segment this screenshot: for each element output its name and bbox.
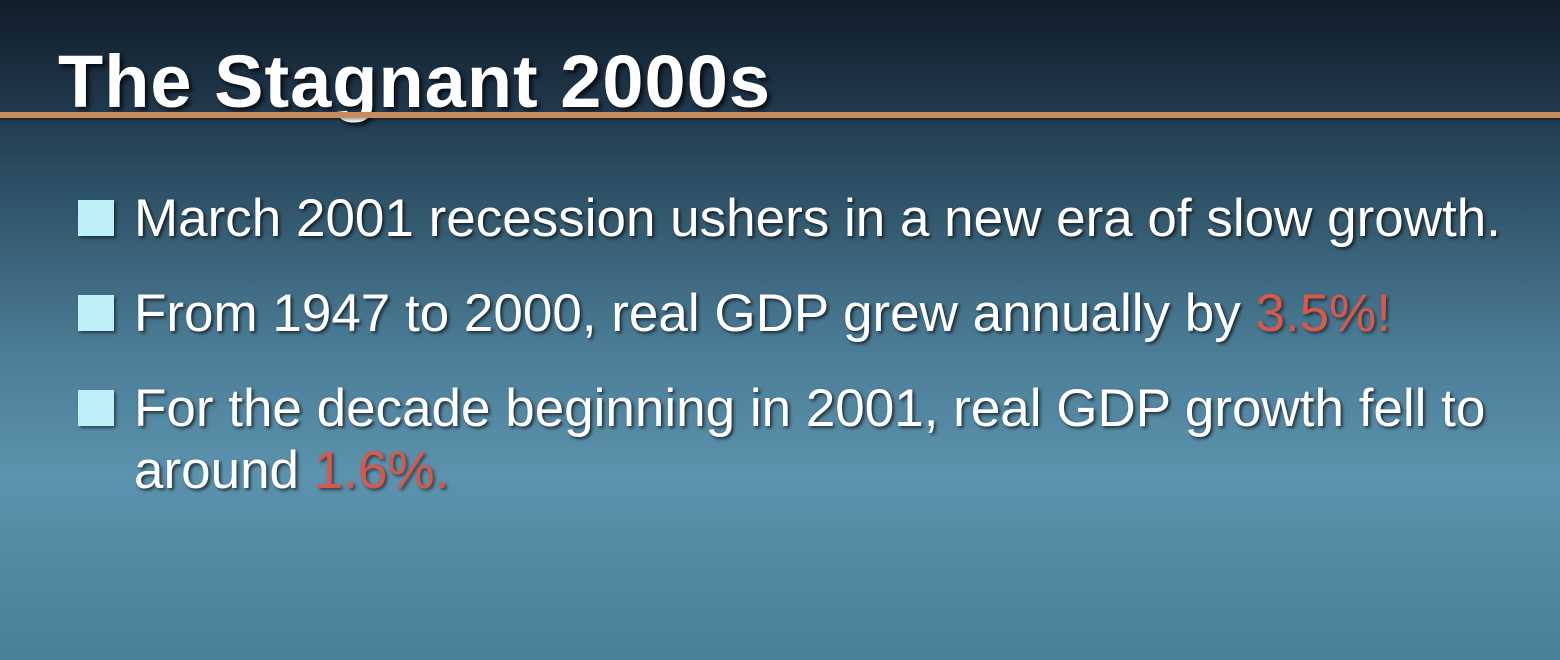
bullet-main-text: For the decade beginning in 2001, real G… xyxy=(134,379,1486,500)
bullet-item: March 2001 recession ushers in a new era… xyxy=(78,188,1518,250)
bullet-item: From 1947 to 2000, real GDP grew annuall… xyxy=(78,283,1518,345)
bullet-item: For the decade beginning in 2001, real G… xyxy=(78,378,1518,502)
square-bullet-icon xyxy=(78,295,114,331)
bullet-text: March 2001 recession ushers in a new era… xyxy=(134,189,1501,248)
slide-title: The Stagnant 2000s xyxy=(58,40,772,123)
square-bullet-icon xyxy=(78,390,114,426)
bullet-text: For the decade beginning in 2001, real G… xyxy=(134,379,1485,500)
bullet-list: March 2001 recession ushers in a new era… xyxy=(78,188,1518,535)
square-bullet-icon xyxy=(78,200,114,236)
title-divider xyxy=(0,112,1560,118)
bullet-highlight-value: 3.5%! xyxy=(1255,284,1391,343)
bullet-highlight-value: 1.6%. xyxy=(313,441,450,500)
bullet-main-text: March 2001 recession ushers in a new era… xyxy=(134,189,1501,248)
bullet-text: From 1947 to 2000, real GDP grew annuall… xyxy=(134,284,1391,343)
bullet-main-text: From 1947 to 2000, real GDP grew annuall… xyxy=(134,284,1256,343)
